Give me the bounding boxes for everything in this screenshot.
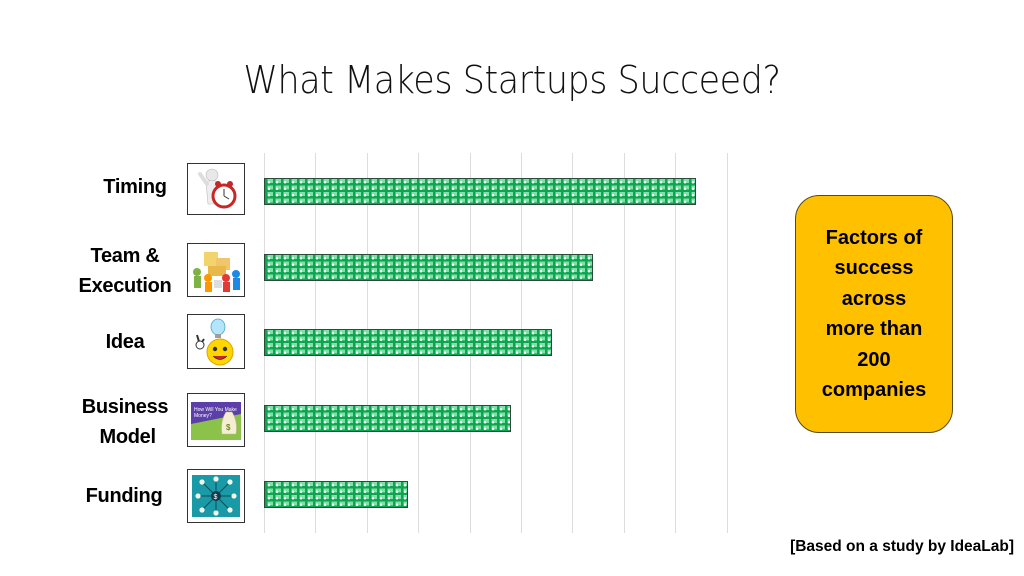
bar-chart-plot	[264, 153, 729, 533]
gridline	[726, 153, 728, 533]
svg-text:Money?: Money?	[194, 413, 212, 419]
svg-text:$: $	[214, 494, 218, 501]
callout-box: Factors of success across more than 200 …	[795, 195, 953, 433]
category-label-business-model: Business Model	[70, 392, 180, 452]
category-label-timing: Timing	[90, 172, 180, 202]
bar-idea	[264, 329, 552, 356]
timing-clock-icon	[187, 163, 245, 215]
callout-line: success	[834, 257, 914, 279]
gridline	[675, 153, 677, 533]
team-puzzle-icon	[187, 243, 245, 297]
slide-title: What Makes Startups Succeed?	[243, 58, 781, 102]
category-label-funding: Funding	[76, 481, 172, 511]
bar-funding	[264, 481, 408, 508]
callout-line: across	[841, 287, 907, 310]
source-citation: [Based on a study by IdeaLab]	[790, 538, 1014, 555]
callout-line: more than	[825, 318, 923, 340]
business-model-money-bag-icon: How Will You Make Money? $	[187, 393, 245, 447]
svg-text:$: $	[226, 423, 231, 432]
gridline	[572, 153, 574, 533]
callout-line: 200	[857, 348, 891, 371]
category-label-idea: Idea	[90, 327, 160, 357]
label-text: Funding	[85, 485, 163, 507]
bar-timing	[264, 178, 696, 205]
label-text: Timing	[103, 176, 167, 198]
callout-text: Factors of success across more than 200 …	[822, 223, 926, 406]
callout-line: companies	[821, 379, 927, 401]
svg-text:How Will You Make: How Will You Make	[194, 407, 237, 413]
gridline	[623, 153, 625, 533]
callout-line: Factors of	[825, 226, 923, 249]
bar-team-execution	[264, 254, 593, 281]
funding-network-icon: $	[187, 469, 245, 523]
category-label-team-execution: Team & Execution	[68, 241, 182, 301]
idea-lightbulb-icon	[187, 314, 245, 369]
label-text: Team & Execution	[78, 245, 172, 297]
label-text: Business Model	[81, 396, 169, 448]
bar-business-model	[264, 405, 511, 432]
label-text: Idea	[105, 331, 145, 353]
